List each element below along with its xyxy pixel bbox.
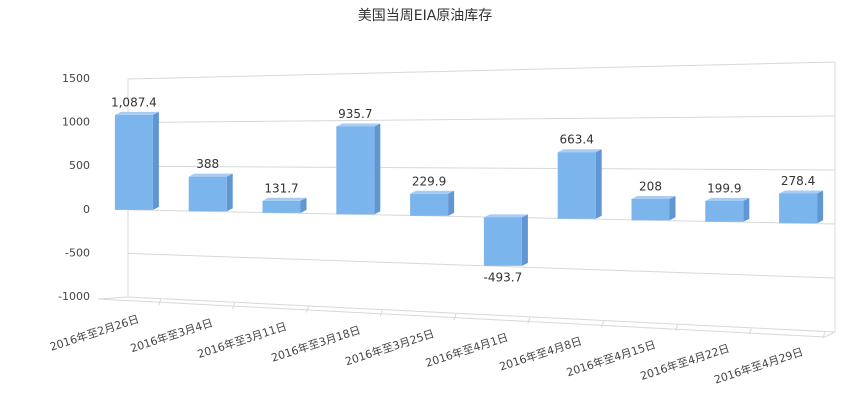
x-tick [305, 306, 309, 313]
data-label: 199.9 [707, 181, 741, 195]
x-tick [748, 328, 752, 335]
bar-side [152, 111, 159, 210]
bar [483, 217, 522, 266]
x-tick [822, 332, 826, 339]
y-tick-label: 0 [83, 203, 90, 216]
y-tick-label: 1500 [62, 72, 90, 85]
bar-top [557, 149, 602, 153]
data-label: 208 [639, 179, 662, 193]
x-tick-label: 2016年至2月26日 [48, 312, 141, 354]
bar-side [595, 149, 602, 219]
bar-side [448, 190, 455, 216]
x-tick [453, 313, 457, 321]
x-tick [527, 317, 531, 324]
grid-line [127, 61, 836, 80]
data-label: 1,087.4 [111, 95, 157, 109]
bar-top [483, 214, 528, 218]
data-label: -493.7 [484, 270, 523, 284]
bar [410, 193, 449, 216]
chart-title: 美国当周EIA原油库存 [358, 8, 493, 24]
bar-top [188, 173, 233, 177]
bar [779, 193, 818, 224]
bar-side [743, 197, 750, 222]
bar-top [336, 123, 381, 127]
bar-top [114, 111, 159, 115]
grid-line [127, 165, 836, 171]
bar-top [262, 197, 307, 201]
bar [188, 176, 227, 212]
x-tick [158, 299, 162, 306]
bar-side [300, 197, 307, 213]
bar [114, 114, 153, 210]
floor-edge [97, 296, 129, 300]
y-tick-label: -1000 [58, 290, 90, 303]
bar [705, 200, 744, 222]
data-label: 935.7 [338, 107, 372, 121]
floor-edge [97, 298, 826, 338]
bar-side [669, 195, 676, 221]
bar-side [521, 214, 528, 266]
data-label: 388 [196, 157, 219, 171]
x-tick [379, 310, 383, 317]
grid-line [127, 296, 836, 333]
bar-top [410, 190, 455, 194]
x-tick-label: 2016年至4月1日 [424, 330, 510, 370]
bar-top [705, 197, 750, 201]
x-tick [674, 324, 678, 332]
bar-side [374, 123, 381, 215]
x-tick [601, 321, 605, 328]
data-label: 131.7 [264, 181, 298, 195]
bar-side [817, 190, 824, 224]
bar [557, 152, 596, 219]
floor-edge [824, 331, 836, 338]
y-tick-label: -500 [65, 246, 90, 259]
y-tick-label: 1000 [62, 116, 90, 129]
data-label: 278.4 [781, 174, 815, 188]
bar-top [779, 190, 824, 194]
data-label: 229.9 [412, 174, 446, 188]
bar [336, 126, 375, 215]
grid-line [127, 115, 836, 124]
x-tick [232, 302, 236, 310]
grid-line [127, 252, 836, 279]
bar-top [631, 195, 676, 199]
data-label: 663.4 [560, 133, 594, 147]
y-tick-label: 500 [69, 159, 90, 172]
bar-side [226, 173, 233, 212]
bar [262, 200, 301, 213]
bar [631, 198, 670, 221]
